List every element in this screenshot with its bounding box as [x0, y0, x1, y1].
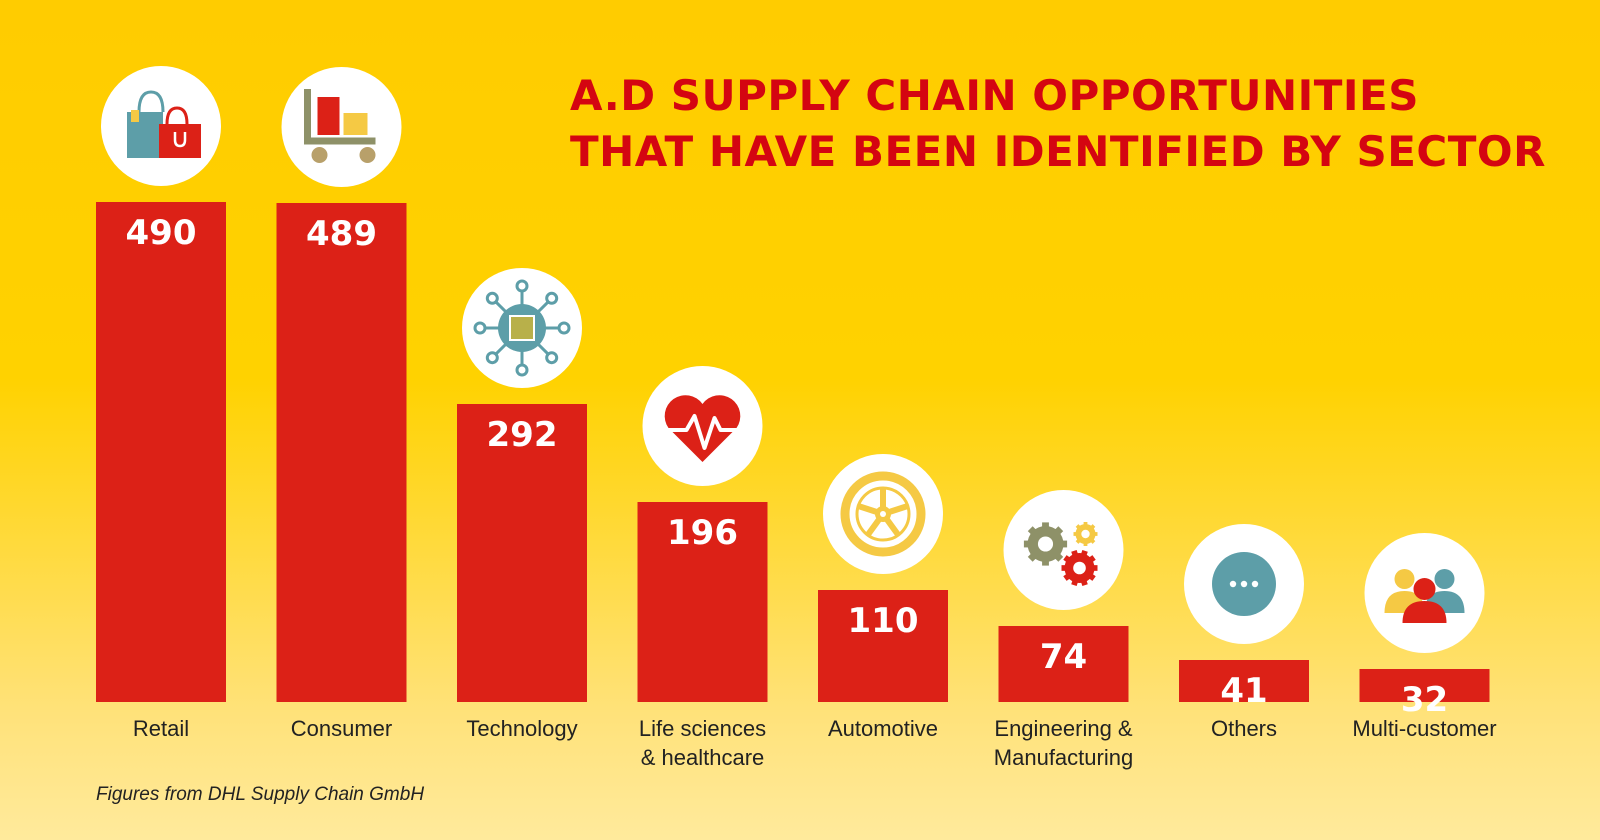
cart-icon	[304, 89, 376, 163]
bar-value-label: 32	[1401, 680, 1448, 720]
category-label: Retail	[133, 716, 189, 741]
wheel-icon	[840, 471, 926, 557]
bar-2	[457, 404, 587, 702]
people-icon	[1384, 569, 1465, 623]
bar-value-label: 196	[667, 513, 738, 553]
heart-pulse-icon	[662, 395, 743, 462]
bar-value-label: 490	[126, 213, 197, 253]
chip-icon	[473, 279, 571, 377]
bar-value-label: 489	[306, 214, 377, 254]
bar-value-label: 292	[487, 415, 558, 455]
category-label: Automotive	[828, 716, 938, 741]
chart-title: A.D SUPPLY CHAIN OPPORTUNITIES THAT HAVE…	[570, 68, 1580, 180]
shopping-bags-icon	[127, 90, 201, 158]
title-line-1: A.D SUPPLY CHAIN OPPORTUNITIES	[570, 71, 1419, 120]
category-label: Others	[1211, 716, 1277, 741]
ellipsis-icon	[1212, 552, 1276, 616]
icon-badge	[281, 67, 402, 187]
bar-3	[637, 502, 768, 702]
bar-value-label: 110	[848, 601, 919, 641]
icon-badge	[1003, 490, 1124, 610]
category-label: Consumer	[291, 716, 392, 741]
source-footnote: Figures from DHL Supply Chain GmbH	[96, 784, 425, 805]
category-label: Manufacturing	[994, 745, 1133, 770]
bar-value-label: 41	[1220, 671, 1267, 711]
category-label: Engineering &	[994, 716, 1133, 741]
category-label: Technology	[466, 716, 577, 741]
bar-7	[1359, 669, 1490, 702]
category-label: Life sciences	[639, 716, 766, 741]
bar-6	[1179, 660, 1309, 702]
category-label: Multi-customer	[1352, 716, 1496, 741]
bar-4	[818, 590, 948, 702]
category-label: & healthcare	[641, 745, 765, 770]
title-line-2: THAT HAVE BEEN IDENTIFIED BY SECTOR	[570, 127, 1546, 176]
gears-icon	[1023, 522, 1098, 586]
bar-0	[96, 202, 226, 702]
bar-1	[276, 203, 407, 702]
bar-5	[998, 626, 1129, 702]
bar-value-label: 74	[1040, 637, 1087, 677]
